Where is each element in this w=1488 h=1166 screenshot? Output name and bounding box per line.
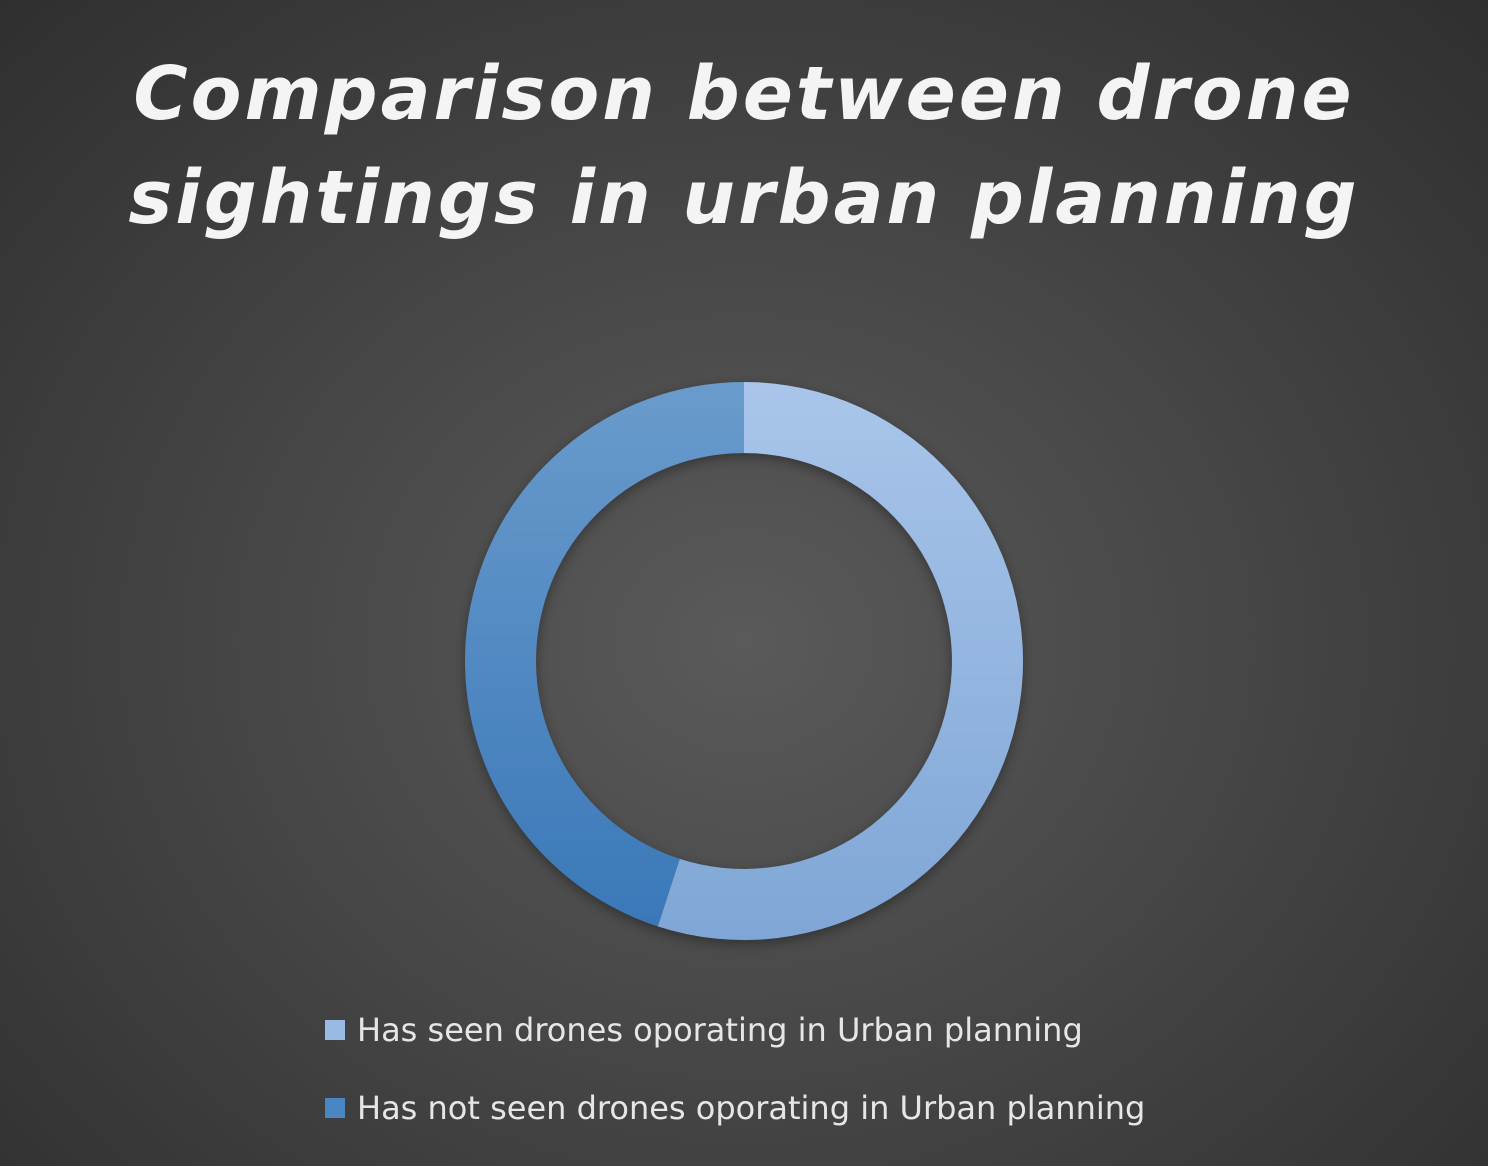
legend-label-seen: Has seen drones oporating in Urban plann… [357, 1011, 1083, 1049]
chart-title: Comparison between drone sightings in ur… [0, 42, 1488, 250]
donut-slice-not-seen [465, 382, 744, 927]
chart-title-line-1: Comparison between drone [133, 51, 1355, 137]
legend-item-not-seen: Has not seen drones oporating in Urban p… [325, 1082, 1145, 1134]
legend-label-not-seen: Has not seen drones oporating in Urban p… [357, 1089, 1146, 1127]
donut-slice-seen [657, 382, 1023, 941]
legend-swatch-not-seen [325, 1098, 345, 1118]
legend-item-seen: Has seen drones oporating in Urban plann… [325, 1004, 1145, 1056]
chart-title-line-2: sightings in urban planning [128, 155, 1360, 241]
legend: Has seen drones oporating in Urban plann… [325, 1004, 1145, 1160]
legend-swatch-seen [325, 1020, 345, 1040]
